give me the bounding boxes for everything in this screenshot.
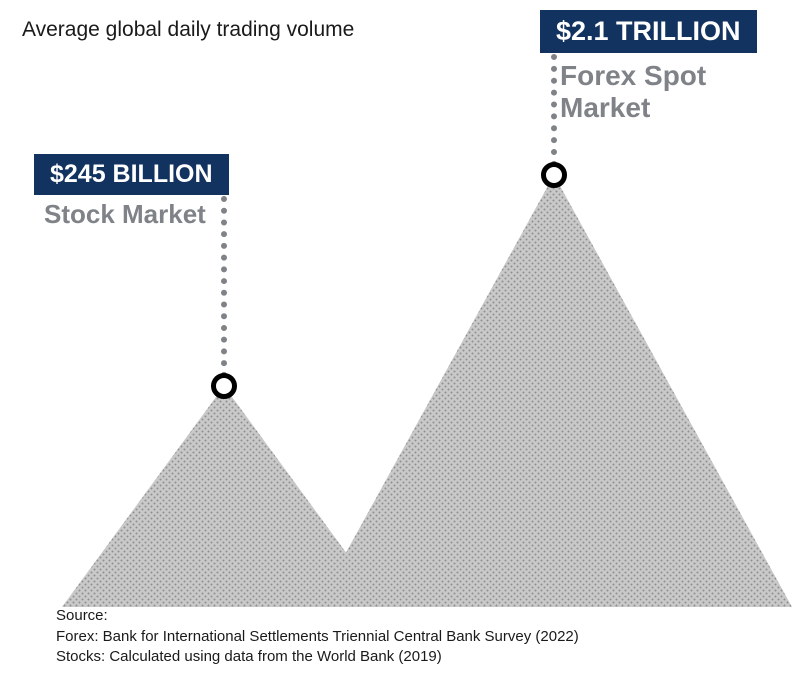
forex-value-badge: $2.1 TRILLION xyxy=(540,10,757,53)
source-heading: Source: xyxy=(56,606,579,626)
forex-peak-marker xyxy=(541,162,567,188)
mountain-svg xyxy=(60,175,798,607)
mountain-chart xyxy=(60,175,798,607)
chart-title: Average global daily trading volume xyxy=(22,18,354,42)
forex-label: Forex SpotMarket xyxy=(560,60,706,124)
stock-peak-marker xyxy=(211,373,237,399)
forex-connector-line xyxy=(551,54,557,167)
source-line-1: Forex: Bank for International Settlement… xyxy=(56,627,579,647)
source-block: Source: Forex: Bank for International Se… xyxy=(56,606,579,667)
source-line-2: Stocks: Calculated using data from the W… xyxy=(56,647,579,667)
chart-canvas: Average global daily trading volume $245… xyxy=(0,0,810,679)
